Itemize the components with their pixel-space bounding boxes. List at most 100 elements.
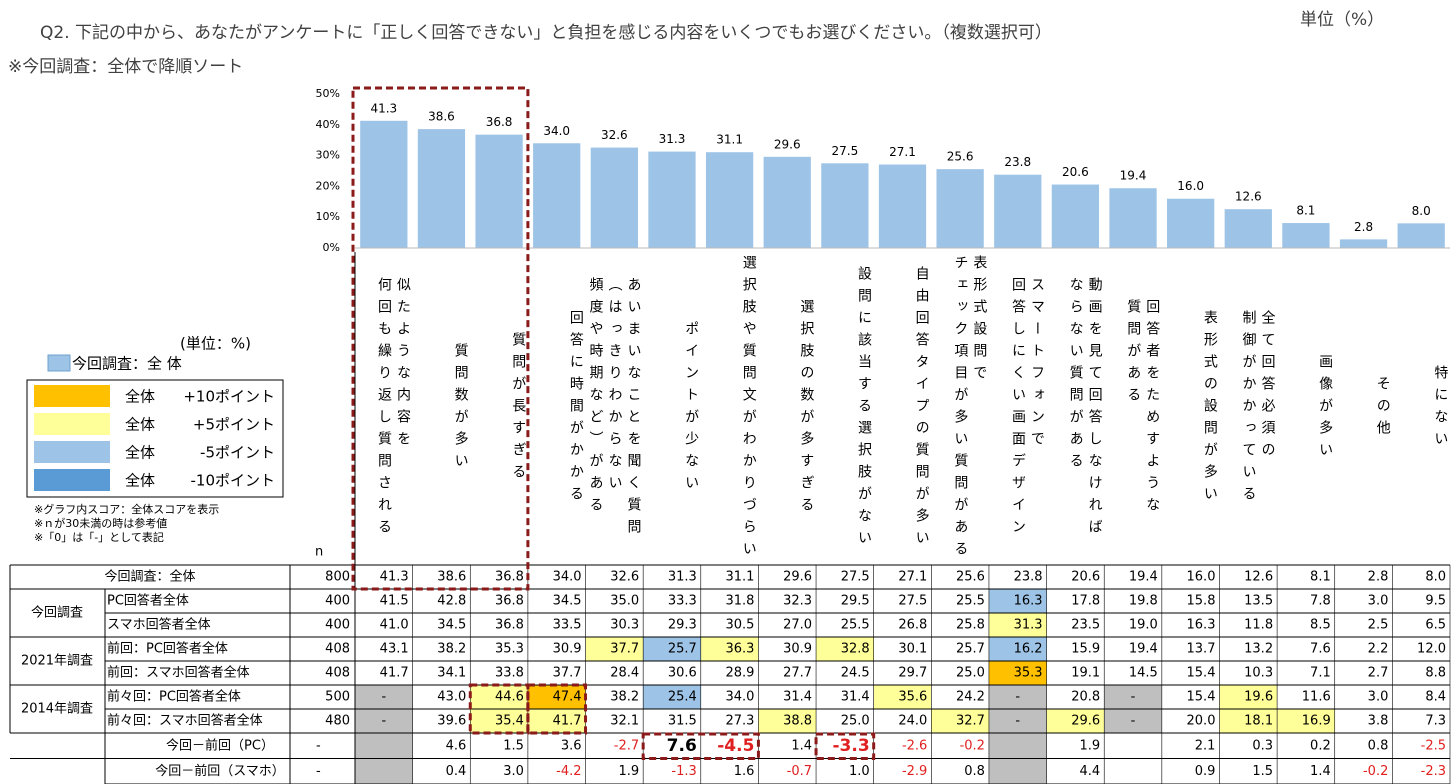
category-label: あいまいなことを聞く質問 （はっきりわからない 頻度や時期など）がある (587, 277, 642, 541)
legend-points: +10ポイント (183, 388, 275, 406)
legend-color (34, 413, 110, 435)
y-tick-label: 50% (316, 87, 340, 100)
n-value: 480 (325, 714, 350, 729)
cell-fill (873, 685, 932, 709)
value-label: 38.6 (428, 110, 455, 124)
cell-value: 8.5 (1310, 618, 1331, 633)
cell-fill (988, 758, 1047, 784)
cell-value: - (381, 714, 386, 729)
cell-value: -0.2 (1363, 764, 1388, 779)
cell-fill (931, 709, 989, 733)
cell-value: 31.8 (725, 594, 754, 609)
bar (1051, 184, 1100, 248)
group-label: 2014年調査 (21, 702, 93, 717)
highlight-box (641, 732, 760, 760)
highlight-box (526, 683, 588, 735)
cell-value: -2.6 (902, 738, 927, 753)
cell-value: 33.5 (553, 618, 582, 633)
legend-color (34, 469, 110, 491)
cell-value: 25.0 (956, 666, 985, 681)
sort-note: ※今回調査：全体で降順ソート (8, 57, 243, 77)
cell-value: 34.0 (725, 690, 754, 705)
y-tick-label: 40% (316, 118, 340, 131)
note: ※グラフ内スコア：全体スコアを表示 (34, 502, 219, 516)
cell-value: 1.9 (618, 764, 639, 779)
cell-fill (700, 637, 759, 661)
cell-value: 29.7 (898, 666, 927, 681)
cell-value: 0.8 (964, 764, 985, 779)
cell-fill (1277, 709, 1335, 733)
cell-value: 39.6 (437, 714, 466, 729)
cell-value: -2.9 (902, 764, 927, 779)
value-label: 34.0 (543, 124, 570, 138)
value-label: 31.3 (659, 132, 686, 146)
cell-value: 32.7 (956, 714, 985, 729)
category-label: 質問が長すぎる (510, 332, 527, 486)
value-label: 8.1 (1296, 204, 1315, 218)
category-label-box: 質問数が多い (453, 343, 469, 475)
category-label-box: 特にない (1432, 365, 1448, 453)
value-label: 20.6 (1062, 165, 1089, 179)
n-value: - (316, 764, 321, 779)
cell-value: 23.5 (1071, 618, 1100, 633)
cell-fill (988, 709, 1047, 733)
cell-value: 31.1 (725, 570, 754, 585)
cell-value: -0.7 (787, 764, 812, 779)
cell-value: 34.5 (437, 618, 466, 633)
category-label: 選択肢や質問文がわかりづらい (740, 255, 757, 563)
cell-value: 20.6 (1071, 570, 1100, 585)
cell-value: 19.8 (1129, 594, 1158, 609)
category-label-box: 全て回答必須の 制御がかかっている (1240, 310, 1275, 508)
cell-value: 25.4 (668, 690, 697, 705)
category-label: 表形式の設問が多い (1201, 310, 1218, 508)
cell-value: 31.4 (783, 690, 812, 705)
cell-value: 38.2 (610, 690, 639, 705)
cell-value: 13.2 (1244, 642, 1273, 657)
cell-value: 43.0 (437, 690, 466, 705)
n-value: 408 (325, 666, 350, 681)
n-value: 408 (325, 642, 350, 657)
cell-value: 27.5 (841, 570, 870, 585)
cell-value: 4.6 (446, 738, 467, 753)
cell-value: 4.4 (1080, 764, 1101, 779)
bar (994, 174, 1042, 248)
cell-value: 10.3 (1244, 666, 1273, 681)
legend-unit: (単位：%) (180, 335, 251, 353)
bar (705, 152, 754, 248)
bar (1339, 239, 1388, 248)
bar (1397, 223, 1445, 248)
cell-value: 0.9 (1195, 764, 1216, 779)
cell-value: 1.5 (1252, 764, 1273, 779)
legend-color (34, 441, 110, 463)
category-label-box: 動画を見て回答しなければ ならない質問がある (1068, 277, 1103, 541)
cell-value: 30.6 (668, 666, 697, 681)
legend-points: -5ポイント (200, 444, 275, 462)
cell-value: 42.8 (437, 594, 466, 609)
cell-value: 19.1 (1071, 666, 1100, 681)
bar (1282, 223, 1330, 248)
category-label-box: 選択肢の数が多すぎる (798, 299, 814, 519)
cell-value: 20.8 (1071, 690, 1100, 705)
cell-value: 14.5 (1129, 666, 1158, 681)
cell-fill (988, 661, 1047, 685)
y-tick-label: 30% (316, 149, 340, 162)
cell-value: 3.8 (1368, 714, 1389, 729)
cell-fill (1104, 685, 1162, 709)
row-label: 前々回：PC回答者全体 (107, 689, 241, 705)
note: ※「0」は「-」として表記 (34, 530, 164, 544)
cell-value: 36.8 (495, 618, 524, 633)
bar (763, 156, 811, 248)
cell-value: 41.7 (553, 714, 582, 729)
category-label: 表形式設問で チェック項目が多い質問がある (952, 255, 988, 563)
cell-value: 29.6 (783, 570, 812, 585)
bar (1109, 188, 1157, 248)
cell-value: 28.9 (725, 666, 754, 681)
n-value: 500 (325, 690, 350, 705)
row-label: 前々回：スマホ回答者全体 (107, 713, 263, 729)
value-label: 31.1 (716, 133, 743, 147)
cell-value: 3.6 (561, 738, 582, 753)
cell-value: 7.6 (1310, 642, 1331, 657)
cell-value: 7.1 (1310, 666, 1331, 681)
bar (1224, 209, 1272, 248)
cell-value: 24.2 (956, 690, 985, 705)
